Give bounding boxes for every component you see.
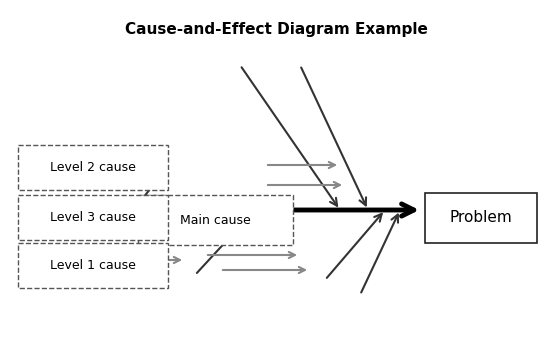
FancyBboxPatch shape (18, 243, 168, 288)
FancyBboxPatch shape (18, 145, 168, 190)
FancyBboxPatch shape (425, 193, 537, 243)
Text: Level 1 cause: Level 1 cause (50, 259, 136, 272)
Text: Cause-and-Effect Diagram Example: Cause-and-Effect Diagram Example (125, 22, 427, 37)
Text: Level 2 cause: Level 2 cause (50, 161, 136, 174)
Text: Level 3 cause: Level 3 cause (50, 211, 136, 224)
FancyBboxPatch shape (138, 195, 293, 245)
Text: Main cause: Main cause (180, 213, 251, 226)
FancyBboxPatch shape (18, 195, 168, 240)
Text: Problem: Problem (450, 211, 512, 225)
